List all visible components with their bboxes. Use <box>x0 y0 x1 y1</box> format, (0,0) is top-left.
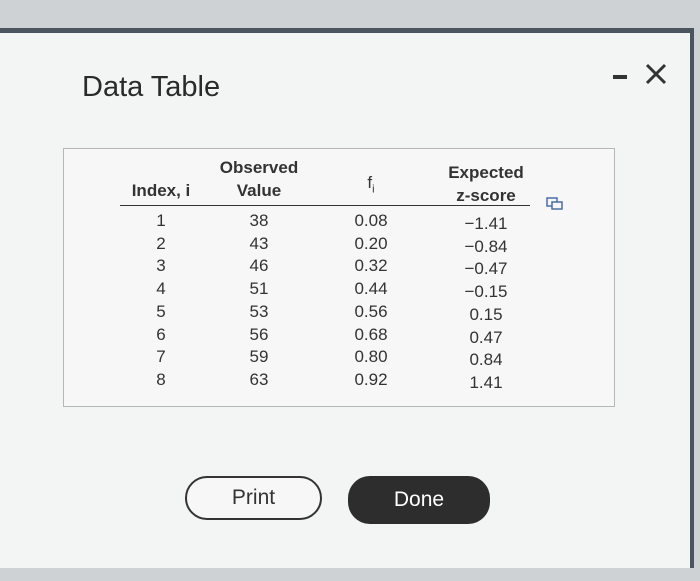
column-header: Index, i <box>131 181 191 200</box>
table-cell: 1.41 <box>469 372 503 392</box>
table-cell: 63 <box>249 369 269 389</box>
table-cell: 0.92 <box>354 369 388 389</box>
close-icon[interactable] <box>645 63 667 85</box>
table-cell: 0.32 <box>354 256 388 276</box>
header-rule <box>120 205 530 206</box>
table-cell: 0.56 <box>354 301 388 321</box>
table-cell: 51 <box>249 279 269 299</box>
table-cell: 1 <box>156 211 166 230</box>
table-cell: 3 <box>156 256 166 276</box>
table-cell: 53 <box>249 301 269 321</box>
table-cell: 59 <box>249 347 269 367</box>
done-button[interactable]: Done <box>348 476 490 524</box>
table-cell: 56 <box>249 324 269 344</box>
table-cell: 0.20 <box>354 233 388 253</box>
table-cell: 7 <box>156 347 166 367</box>
column-header: fi <box>367 171 374 201</box>
table-cell: 0.15 <box>469 304 503 324</box>
header-subscript: i <box>372 183 375 196</box>
table-cell: 0.47 <box>469 327 503 347</box>
header-text: f <box>367 173 373 192</box>
table-cell: 46 <box>249 256 269 276</box>
table-cell: −0.15 <box>464 282 508 302</box>
table-cell: −0.84 <box>464 236 508 256</box>
data-table: Index, i Observed Value fi Expected z-score… <box>63 148 615 407</box>
column-header: Observed Value <box>219 158 299 200</box>
print-button[interactable]: Print <box>185 476 322 520</box>
copy-icon[interactable] <box>546 197 564 211</box>
table-cell: 4 <box>156 279 166 299</box>
table-cell: 38 <box>249 211 269 230</box>
window-controls[interactable] <box>605 61 675 91</box>
table-cell: 0.08 <box>354 211 388 230</box>
table-cell: 0.44 <box>354 279 388 299</box>
table-cell: −1.41 <box>464 214 508 233</box>
table-cell: 0.68 <box>354 324 388 344</box>
table-cell: 6 <box>156 324 166 344</box>
table-cell: 0.84 <box>469 350 503 370</box>
table-cell: 43 <box>249 233 269 253</box>
table-cell: 8 <box>156 369 166 389</box>
minimize-icon[interactable] <box>613 75 627 79</box>
dialog-title: Data Table <box>82 71 221 103</box>
dialog: Data Table Index, i Observed Value fi Expec… <box>0 28 694 568</box>
table-cell: 5 <box>156 301 166 321</box>
table-cell: 0.80 <box>354 347 388 367</box>
table-cell: 2 <box>156 233 166 253</box>
column-header: Expected z-score <box>448 163 524 205</box>
table-cell: −0.47 <box>464 259 508 279</box>
